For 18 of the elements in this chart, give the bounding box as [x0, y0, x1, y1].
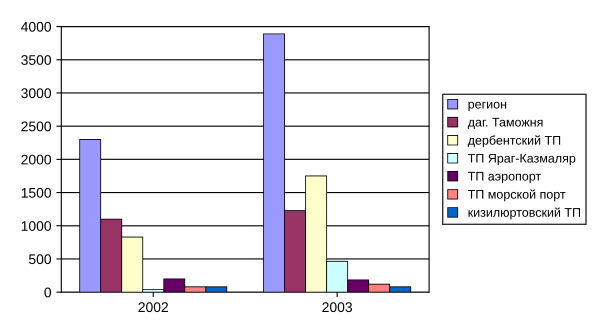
legend-label: кизилюртовский ТП	[468, 207, 580, 220]
legend-label: дербентский ТП	[468, 135, 560, 148]
legend-label: ТП аэропорт	[468, 172, 541, 184]
legend-label: регион	[468, 102, 506, 112]
x-tick-label: 2002	[138, 302, 168, 312]
y-tick-label: 1500	[22, 188, 52, 198]
x-tick-label: 2003	[322, 302, 352, 312]
y-tick-label: 500	[28, 254, 52, 264]
y-tick-label: 1000	[22, 221, 52, 231]
y-tick-label: 3000	[21, 88, 52, 98]
y-tick-label: 2000	[21, 154, 52, 165]
y-tick-label: 3500	[21, 55, 52, 65]
legend-label: ТП Яраг-Казмаляр	[468, 154, 576, 166]
y-tick-label: 2500	[21, 121, 52, 132]
legend-label: ТП морской порт	[468, 189, 566, 202]
legend-label: даг. Таможня	[468, 118, 543, 129]
y-tick-label: 0	[44, 287, 52, 298]
y-tick-label: 4000	[21, 22, 52, 32]
